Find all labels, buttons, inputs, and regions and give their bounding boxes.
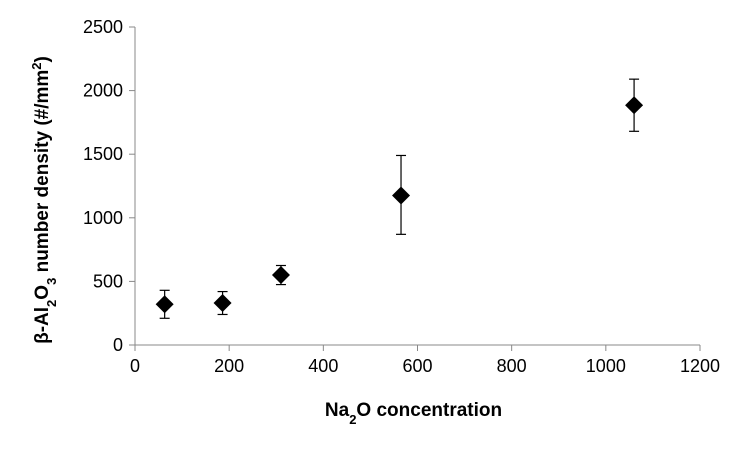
y-tick-label: 2000	[83, 81, 123, 101]
data-point-marker	[271, 266, 290, 285]
y-axis-title: β-Al2O3 number density (#/mm2)	[29, 56, 59, 344]
y-tick-label: 1000	[83, 208, 123, 228]
x-tick-label: 1000	[586, 356, 626, 376]
x-axis-ticks: 0 200 400 600 800 1000 1200	[130, 345, 720, 376]
data-point-marker	[625, 96, 644, 115]
x-tick-label: 0	[130, 356, 140, 376]
y-tick-label: 1500	[83, 144, 123, 164]
x-tick-label: 1200	[680, 356, 720, 376]
y-tick-label: 0	[113, 335, 123, 355]
x-tick-label: 200	[214, 356, 244, 376]
x-tick-label: 800	[497, 356, 527, 376]
y-axis-ticks: 0 500 1000 1500 2000 2500	[83, 17, 135, 355]
x-tick-label: 600	[402, 356, 432, 376]
x-tick-label: 400	[308, 356, 338, 376]
data-point-marker	[392, 186, 411, 205]
y-tick-label: 500	[93, 271, 123, 291]
x-axis-title: Na2O concentration	[325, 400, 502, 427]
data-points	[155, 96, 644, 314]
data-point-marker	[155, 295, 174, 314]
data-point-marker	[213, 294, 232, 313]
y-tick-label: 2500	[83, 17, 123, 37]
